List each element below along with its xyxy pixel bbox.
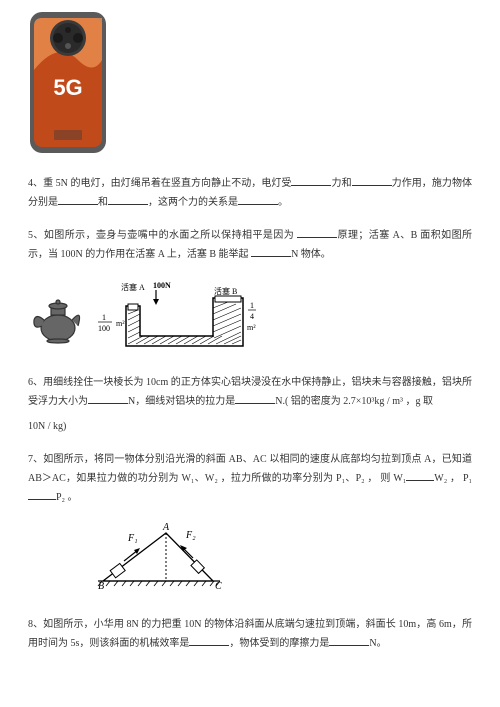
svg-text:m²: m² bbox=[116, 319, 125, 328]
svg-text:1: 1 bbox=[250, 301, 254, 310]
blank bbox=[251, 245, 291, 257]
blank bbox=[329, 634, 369, 646]
svg-text:m²: m² bbox=[247, 323, 256, 332]
label-F1: F₁ bbox=[127, 533, 138, 544]
svg-text:100: 100 bbox=[98, 324, 110, 333]
blank bbox=[88, 392, 128, 404]
blank bbox=[291, 174, 331, 186]
svg-text:1: 1 bbox=[102, 313, 106, 322]
svg-text:4: 4 bbox=[250, 312, 254, 321]
label-piston-b: 活塞 B bbox=[214, 286, 237, 296]
blank bbox=[235, 392, 275, 404]
label-F2: F₂ bbox=[185, 530, 196, 541]
blank bbox=[28, 488, 56, 500]
phone-image: 5G bbox=[28, 10, 472, 162]
blank bbox=[58, 193, 98, 205]
q4-text: 4、重 5N 的电灯，由灯绳吊着在竖直方向静止不动，电灯受 bbox=[28, 178, 291, 189]
question-6: 6、用细线拴住一块棱长为 10cm 的正方体实心铝块浸没在水中保持静止，铝块未与… bbox=[28, 373, 472, 436]
blank bbox=[352, 174, 392, 186]
blank bbox=[189, 634, 229, 646]
blank bbox=[406, 469, 434, 481]
q5-figure: 活塞 A 100N 活塞 B bbox=[28, 278, 472, 361]
question-5: 5、如图所示，壶身与壶嘴中的水面之所以保持相平是因为 原理；活塞 A、B 面积如… bbox=[28, 226, 472, 264]
blank bbox=[238, 193, 278, 205]
label-A: A bbox=[162, 522, 170, 533]
question-7: 7、如图所示，将同一物体分别沿光滑的斜面 AB、AC 以相同的速度从底部均匀拉到… bbox=[28, 450, 472, 507]
blank bbox=[108, 193, 148, 205]
label-force: 100N bbox=[153, 281, 171, 290]
blank bbox=[297, 226, 337, 238]
question-8: 8、如图所示，小华用 8N 的力把重 10N 的物体沿斜面从底端匀速拉到顶端，斜… bbox=[28, 615, 472, 653]
label-piston-a: 活塞 A bbox=[121, 282, 145, 292]
5g-label: 5G bbox=[53, 75, 82, 100]
question-4: 4、重 5N 的电灯，由灯绳吊着在竖直方向静止不动，电灯受力和力作用，施力物体分… bbox=[28, 174, 472, 212]
q7-figure: A B C F₁ F₂ bbox=[88, 521, 472, 603]
